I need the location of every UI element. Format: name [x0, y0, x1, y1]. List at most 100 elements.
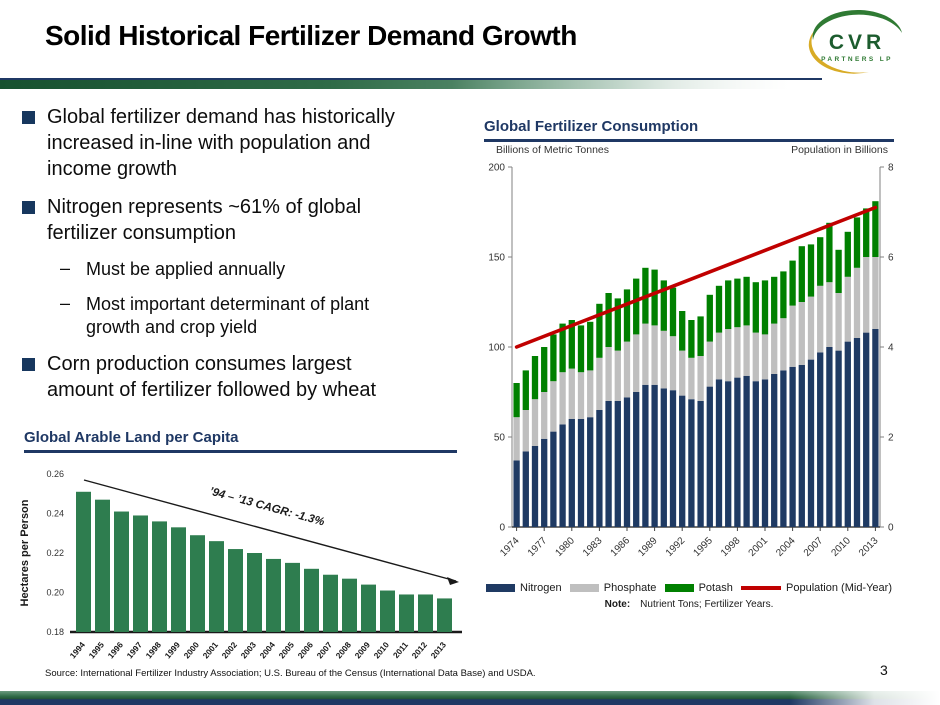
bullet-item: Corn production consumes largest amount …	[22, 351, 470, 403]
footer-divider	[0, 691, 940, 705]
svg-text:50: 50	[494, 433, 506, 444]
bullet-text: Corn production consumes largest amount …	[47, 353, 377, 402]
svg-text:2004: 2004	[774, 535, 798, 559]
svg-text:1998: 1998	[144, 640, 164, 661]
square-bullet-icon	[22, 358, 35, 372]
svg-text:2013: 2013	[857, 535, 881, 559]
page-title: Solid Historical Fertilizer Demand Growt…	[45, 20, 577, 51]
svg-text:2013: 2013	[429, 640, 449, 661]
svg-text:2000: 2000	[182, 640, 202, 661]
square-bullet-icon	[22, 111, 35, 124]
cvr-logo-icon: CVR PARTNERS LP	[808, 9, 902, 74]
svg-text:2009: 2009	[353, 640, 373, 661]
dash-bullet-icon: –	[60, 258, 71, 278]
bullet-list: Global fertilizer demand has historicall…	[22, 104, 470, 415]
svg-text:2008: 2008	[334, 640, 354, 661]
legend-item-population: Population (Mid-Year)	[741, 582, 892, 594]
legend-item-potash: Potash	[664, 582, 733, 594]
svg-text:1995: 1995	[691, 535, 715, 559]
arable-chart: 0.26 0.24 0.22 0.20 0.18 1994 1995 1996 1997 1998…	[19, 469, 462, 661]
arable-chart-title: Global Arable Land per Capita	[24, 429, 457, 453]
arable-ylabel: Hectares per Person	[19, 499, 31, 606]
svg-text:CVR: CVR	[829, 31, 885, 54]
svg-text:8: 8	[888, 163, 894, 174]
svg-text:’94 – ’13 CAGR: -1.3%: ’94 – ’13 CAGR: -1.3%	[208, 486, 326, 529]
dash-bullet-icon: –	[60, 293, 71, 314]
note-text: Nutrient Tons; Fertilizer Years.	[640, 599, 774, 610]
square-bullet-icon	[22, 201, 35, 214]
phosphate-swatch-icon	[569, 584, 599, 592]
sub-bullet-text: Most important determinant of plant grow…	[86, 294, 370, 338]
svg-text:1977: 1977	[526, 535, 550, 559]
svg-text:2011: 2011	[391, 640, 410, 661]
svg-text:200: 200	[488, 163, 505, 174]
svg-text:2004: 2004	[258, 640, 278, 661]
cvr-logo: CVR PARTNERS LP	[805, 6, 909, 80]
svg-text:1989: 1989	[636, 535, 660, 559]
legend-label: Population (Mid-Year)	[786, 582, 892, 594]
svg-text:2: 2	[888, 433, 894, 444]
population-line-swatch-icon	[741, 586, 781, 590]
svg-text:1983: 1983	[581, 535, 605, 559]
bullet-item: Nitrogen represents ~61% of global ferti…	[22, 194, 470, 246]
axes: 0 50 100 150 200 0 2 4 6 8 1974 1977 1980 1983 1986 198…	[488, 163, 894, 559]
left-axis-label: Billions of Metric Tonnes	[496, 144, 610, 156]
arable-bars	[76, 491, 452, 632]
consumption-axis-captions: Billions of Metric Tonnes Population in …	[482, 144, 912, 156]
svg-text:PARTNERS LP: PARTNERS LP	[821, 56, 893, 63]
legend-label: Phosphate	[603, 582, 657, 594]
svg-text:2002: 2002	[220, 640, 240, 661]
bullet-text: Global fertilizer demand has historicall…	[47, 106, 395, 180]
page-number: 3	[880, 662, 888, 678]
svg-text:1994: 1994	[68, 640, 88, 661]
nitrogen-swatch-icon	[486, 584, 515, 592]
svg-text:1997: 1997	[125, 640, 145, 661]
consumption-legend: Nitrogen Phosphate Potash Population (Mi…	[486, 582, 892, 594]
svg-text:2001: 2001	[201, 640, 221, 661]
svg-text:2001: 2001	[747, 535, 771, 559]
svg-text:1999: 1999	[163, 640, 183, 661]
bullet-text: Nitrogen represents ~61% of global ferti…	[47, 196, 362, 244]
svg-text:0: 0	[499, 523, 505, 534]
svg-text:2012: 2012	[410, 640, 430, 661]
sub-bullet-item: – Must be applied annually	[60, 258, 470, 281]
stacked-bars	[513, 201, 879, 527]
potash-swatch-icon	[664, 584, 694, 592]
svg-text:2007: 2007	[802, 535, 826, 559]
svg-text:100: 100	[488, 343, 505, 354]
legend-label: Potash	[698, 582, 733, 594]
svg-text:0: 0	[888, 523, 894, 534]
right-axis-label: Population in Billions	[791, 144, 888, 156]
svg-text:0.20: 0.20	[46, 588, 64, 598]
consumption-chart-title: Global Fertilizer Consumption	[484, 118, 894, 142]
sub-bullet-text: Must be applied annually	[86, 259, 286, 279]
consumption-chart: 0 50 100 150 200 0 2 4 6 8 1974 1977 1980 1983 1986 198…	[488, 163, 894, 559]
svg-text:2007: 2007	[315, 640, 335, 661]
legend-label: Nitrogen	[520, 582, 562, 594]
svg-text:1995: 1995	[87, 640, 107, 661]
svg-text:1992: 1992	[664, 535, 688, 559]
bullet-item: Global fertilizer demand has historicall…	[22, 104, 470, 182]
svg-text:1986: 1986	[609, 535, 633, 559]
legend-item-nitrogen: Nitrogen	[486, 582, 562, 594]
svg-text:2006: 2006	[296, 640, 316, 661]
svg-text:0.18: 0.18	[46, 627, 64, 637]
chart-note: Note: Nutrient Tons; Fertilizer Years.	[486, 599, 892, 610]
note-label: Note:	[604, 599, 631, 610]
svg-text:2003: 2003	[239, 640, 259, 661]
svg-text:0.24: 0.24	[46, 509, 64, 519]
svg-text:1996: 1996	[106, 640, 126, 661]
population-line	[514, 205, 878, 349]
svg-text:6: 6	[888, 253, 894, 264]
svg-text:1974: 1974	[498, 535, 522, 559]
legend-item-phosphate: Phosphate	[569, 582, 657, 594]
svg-text:4: 4	[888, 343, 894, 354]
svg-text:150: 150	[488, 253, 505, 264]
svg-text:2005: 2005	[277, 640, 297, 661]
svg-text:0.26: 0.26	[46, 469, 64, 479]
svg-text:1980: 1980	[553, 535, 577, 559]
source-note: Source: International Fertilizer Industr…	[45, 668, 536, 679]
title-divider	[0, 78, 822, 89]
sub-bullet-item: – Most important determinant of plant gr…	[60, 293, 470, 339]
